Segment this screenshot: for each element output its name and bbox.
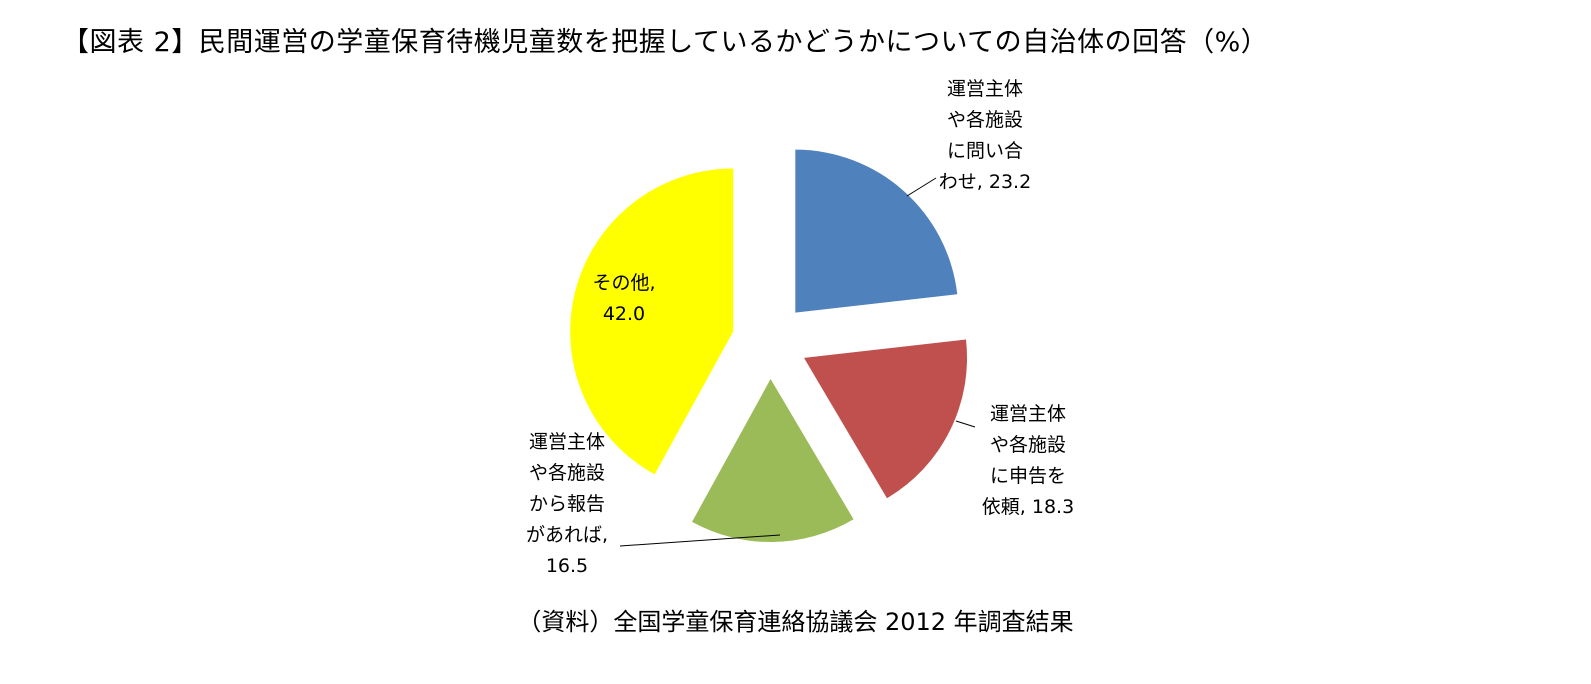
- slice-label-line: から報告: [529, 493, 605, 515]
- slice-label-1: 運営主体や各施設に問い合わせ, 23.2: [939, 78, 1031, 193]
- slice-label-4: その他, 42.0: [592, 272, 655, 325]
- slice-label-line: 42.0: [603, 303, 645, 325]
- slice-label-line: 運営主体: [990, 403, 1066, 425]
- slice-label-line: や各施設: [529, 462, 605, 484]
- pie-slice-4: [570, 168, 734, 475]
- slice-label-line: があれば,: [526, 524, 608, 546]
- slice-label-line: 運営主体: [529, 431, 605, 453]
- pie-slice-1: [795, 149, 958, 313]
- slice-label-line: その他,: [592, 272, 655, 294]
- pie-slice-3: [692, 378, 854, 542]
- source-note: （資料）全国学童保育連絡協議会 2012 年調査結果: [517, 608, 1074, 636]
- slice-label-3: 運営主体や各施設から報告があれば, 16.5: [526, 431, 608, 577]
- slice-label-2: 運営主体や各施設に申告を依頼, 18.3: [982, 403, 1074, 518]
- slice-label-line: や各施設: [990, 434, 1066, 456]
- slice-label-line: 依頼, 18.3: [982, 496, 1074, 518]
- chart-title: 【図表 2】民間運営の学童保育待機児童数を把握しているかどうかについての自治体の…: [62, 27, 1269, 58]
- leader-line-3: [619, 534, 781, 547]
- slice-label-line: に問い合: [947, 140, 1023, 162]
- pie-slice-2: [804, 339, 968, 499]
- pie-slices: [570, 149, 968, 542]
- leader-lines: [619, 177, 976, 547]
- slice-label-line: や各施設: [947, 109, 1023, 131]
- slice-label-line: 運営主体: [947, 78, 1023, 100]
- slice-label-line: 16.5: [546, 555, 588, 577]
- slice-label-line: わせ, 23.2: [939, 171, 1031, 193]
- leader-line-2: [955, 420, 976, 428]
- slice-label-line: に申告を: [990, 465, 1066, 487]
- leader-line-1: [906, 177, 937, 197]
